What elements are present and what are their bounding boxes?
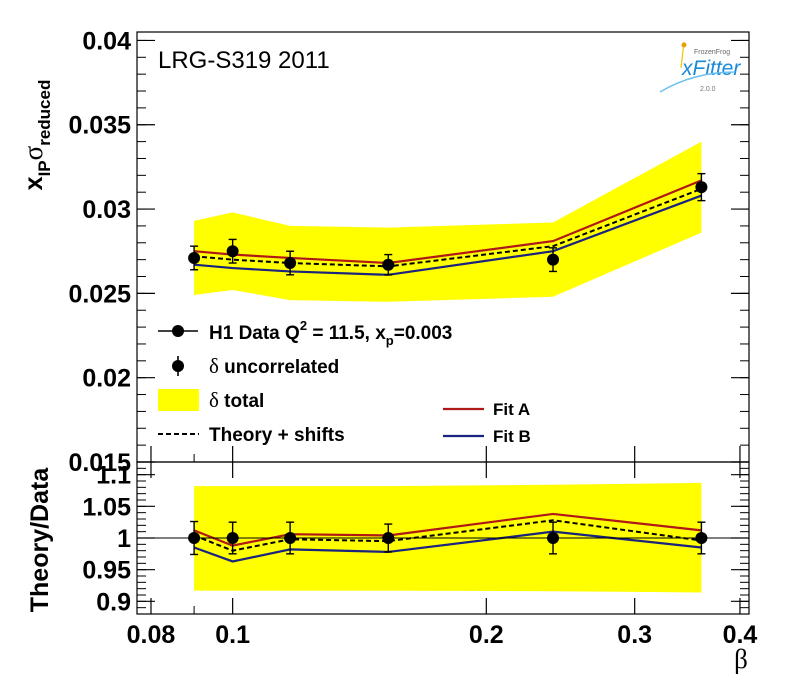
main-data-point-6 <box>695 181 708 194</box>
x-tick-label-1: 0.08 <box>127 621 176 649</box>
legend-fit-a-label: Fit A <box>493 400 530 419</box>
ratio-y-tick-label-3: 1 <box>117 525 131 553</box>
main-total-band-layer <box>194 141 702 302</box>
legend-entry-uncorrelated: δ uncorrelated <box>172 354 339 378</box>
main-line-fit-b <box>193 194 702 276</box>
legend-entry-fit-a: Fit A <box>443 400 530 419</box>
ratio-line-fit-a <box>193 512 702 547</box>
ratio-data-point-1 <box>188 532 201 544</box>
x-tick-label-3: 0.2 <box>469 621 504 649</box>
main-y-tick-label-6: 0.04 <box>82 27 131 55</box>
ratio-y-tick-label-5: 1.1 <box>96 462 131 490</box>
legend: H1 Data Q2 = 11.5, xp=0.003 δ uncorrelat… <box>158 318 531 446</box>
legend-total-label: δ total <box>209 388 264 412</box>
logo-version: 2.0.0 <box>700 86 716 93</box>
ratio-y-axis: 0.9 0.95 1 1.05 1.1 <box>82 462 749 616</box>
ratio-data-point-2 <box>226 532 239 544</box>
main-lines-layer <box>193 179 702 276</box>
ratio-y-axis-label: Theory/Data <box>26 467 54 613</box>
y-label-x: x <box>20 176 48 190</box>
legend-uncorrelated-marker <box>172 360 184 372</box>
ratio-line-theory-shifts <box>193 519 702 552</box>
legend-data-mid: = 11.5, x <box>307 323 386 344</box>
legend-entry-fit-b: Fit B <box>443 427 531 446</box>
main-line-theory-shifts <box>194 187 702 268</box>
legend-total-swatch <box>158 389 199 411</box>
ratio-data-point-3 <box>284 532 297 544</box>
main-y-axis: 0.015 0.02 0.025 0.03 0.035 0.04 <box>68 27 749 477</box>
ratio-y-tick-label-4: 1.05 <box>82 493 131 521</box>
main-y-tick-label-5: 0.035 <box>68 112 131 140</box>
main-line-fit-a <box>193 179 702 265</box>
legend-data-marker <box>172 325 184 337</box>
logo-main-text: xFitter <box>681 57 741 80</box>
x-tick-label-5: 0.4 <box>723 621 758 649</box>
main-y-tick-label-1: 0.015 <box>68 449 131 477</box>
main-data-point-3 <box>284 257 297 270</box>
y-label-ip: IP <box>35 160 54 176</box>
x-tick-label-4: 0.3 <box>617 621 652 649</box>
logo-swoosh <box>659 71 736 93</box>
main-y-tick-label-4: 0.03 <box>82 196 131 224</box>
legend-data-suffix: =0.003 <box>394 323 453 344</box>
ratio-data-point-5 <box>547 532 560 544</box>
ratio-lines-layer <box>137 512 749 563</box>
main-data-point-5 <box>547 253 560 266</box>
main-data-points-layer <box>188 172 708 276</box>
y-label-sigma: σ <box>18 145 48 160</box>
legend-uncorrelated-delta: δ <box>209 354 219 378</box>
main-data-point-1 <box>188 251 201 264</box>
legend-theory-label: Theory + shifts <box>209 425 345 446</box>
main-y-tick-label-3: 0.025 <box>68 280 131 308</box>
legend-entry-total: δ total <box>158 388 264 412</box>
legend-total-delta: δ <box>209 388 219 412</box>
chart-title: LRG-S319 2011 <box>158 47 330 74</box>
logo-star <box>681 42 687 48</box>
legend-entry-theory-shifts: Theory + shifts <box>158 425 345 446</box>
xfitter-logo: FrozenFrog xFitter 2.0.0 <box>659 41 741 93</box>
legend-data-sup: 2 <box>300 318 307 333</box>
legend-uncorrelated-label: δ uncorrelated <box>209 354 339 378</box>
main-y-axis-label: xIPσreduced <box>18 80 54 191</box>
legend-data-sub: p <box>386 333 394 348</box>
svg-text:xIPσreduced: xIPσreduced <box>18 80 54 191</box>
ratio-y-tick-label-1: 0.9 <box>96 588 131 616</box>
x-axis: 0.08 0.1 0.2 0.3 0.4 <box>127 446 758 649</box>
ratio-data-point-4 <box>382 532 395 544</box>
main-data-point-4 <box>382 258 395 271</box>
legend-fit-b-label: Fit B <box>493 427 531 446</box>
x-axis-label: β <box>734 644 748 674</box>
legend-data-label: H1 Data Q2 = 11.5, xp=0.003 <box>209 318 452 348</box>
ratio-data-point-6 <box>695 532 708 544</box>
x-tick-label-2: 0.1 <box>215 621 250 649</box>
ratio-y-tick-label-2: 0.95 <box>82 557 131 585</box>
main-total-band <box>194 141 702 302</box>
ratio-line-fit-b <box>193 530 702 563</box>
main-y-tick-label-2: 0.02 <box>82 365 131 393</box>
y-label-reduced: reduced <box>35 80 54 146</box>
main-data-point-2 <box>226 245 239 258</box>
legend-entry-data: H1 Data Q2 = 11.5, xp=0.003 <box>158 318 452 348</box>
legend-uncorrelated-text: uncorrelated <box>219 357 339 378</box>
legend-total-text: total <box>219 391 264 412</box>
legend-data-prefix: H1 Data Q <box>209 323 300 344</box>
ratio-data-points-layer <box>188 520 708 556</box>
logo-top-text: FrozenFrog <box>694 49 730 56</box>
